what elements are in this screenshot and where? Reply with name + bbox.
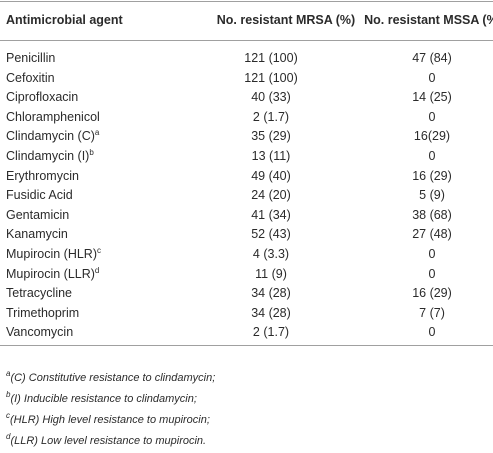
mrsa-cell: 40 (33) bbox=[251, 90, 291, 105]
footnote: b(I) Inducible resistance to clindamycin… bbox=[6, 390, 197, 406]
agent-name: Vancomycin bbox=[6, 325, 74, 340]
agent-cell: Vancomycin bbox=[6, 325, 73, 339]
mssa-cell: 0 bbox=[428, 149, 436, 163]
footnote-text: (C) Constitutive resistance to clindamyc… bbox=[10, 372, 216, 384]
mrsa-cell: 35 (29) bbox=[251, 129, 291, 144]
mssa-cell: 16(29) bbox=[413, 129, 451, 144]
agent-cell: Chloramphenicol bbox=[6, 110, 100, 124]
agent-name: Erythromycin bbox=[6, 168, 79, 183]
footnote-mark: c bbox=[6, 411, 10, 420]
agent-name: Ciprofloxacin bbox=[6, 90, 79, 105]
agent-name: Tetracycline bbox=[6, 286, 72, 301]
footnote-mark: b bbox=[6, 390, 11, 399]
mssa-cell: 0 bbox=[428, 109, 436, 124]
header-rule bbox=[0, 40, 493, 41]
mssa-cell: 16 (29) bbox=[412, 168, 452, 183]
agent-cell: Clindamycin (I)b bbox=[6, 148, 94, 164]
agent-cell: Clindamycin (C)a bbox=[6, 128, 100, 144]
mrsa-cell: 11 (9) bbox=[255, 266, 287, 281]
agent-cell: Ciprofloxacin bbox=[6, 90, 78, 104]
agent-cell: Penicillin bbox=[6, 51, 55, 65]
agent-cell: Erythromycin bbox=[6, 169, 79, 183]
agent-cell: Mupirocin (HLR)c bbox=[6, 246, 101, 262]
mssa-cell: 14 (25) bbox=[412, 90, 452, 105]
mrsa-cell: 41 (34) bbox=[251, 207, 291, 222]
mssa-cell: 0 bbox=[428, 70, 436, 85]
agent-cell: Tetracycline bbox=[6, 286, 72, 300]
mrsa-cell: 13 (11) bbox=[251, 149, 291, 163]
mrsa-cell: 52 (43) bbox=[251, 227, 291, 242]
mssa-cell: 0 bbox=[428, 247, 436, 261]
mrsa-cell: 49 (40) bbox=[251, 168, 291, 183]
header-cell: No. resistant MSSA (%) bbox=[364, 13, 493, 27]
footnote-mark: c bbox=[97, 246, 101, 255]
header-cell: Antimicrobial agent bbox=[6, 13, 123, 27]
footnote-text: (I) Inducible resistance to clindamycin; bbox=[10, 393, 197, 405]
mrsa-cell: 24 (20) bbox=[251, 188, 291, 203]
footnote: c(HLR) High level resistance to mupiroci… bbox=[6, 411, 210, 427]
agent-cell: Trimethoprim bbox=[6, 306, 79, 320]
agent-name: Clindamycin (I) bbox=[6, 149, 90, 163]
footnote-text: (LLR) Low level resistance to mupirocin. bbox=[10, 435, 207, 447]
mssa-cell: 5 (9) bbox=[419, 188, 445, 203]
agent-cell: Kanamycin bbox=[6, 227, 68, 241]
footnote-mark: d bbox=[94, 265, 100, 275]
agent-name: Chloramphenicol bbox=[6, 109, 100, 124]
bottom-rule bbox=[0, 345, 493, 346]
agent-cell: Gentamicin bbox=[6, 208, 69, 222]
agent-cell: Mupirocin (LLR)d bbox=[6, 265, 100, 281]
agent-name: Cefoxitin bbox=[6, 70, 55, 85]
mrsa-cell: 2 (1.7) bbox=[252, 325, 290, 340]
mrsa-cell: 2 (1.7) bbox=[252, 109, 290, 124]
footnote-mark: b bbox=[89, 148, 94, 157]
agent-cell: Fusidic Acid bbox=[6, 188, 73, 202]
mssa-cell: 27 (48) bbox=[412, 227, 452, 242]
mssa-cell: 47 (84) bbox=[412, 51, 452, 65]
mrsa-cell: 4 (3.3) bbox=[252, 247, 290, 261]
footnote-mark: a bbox=[94, 128, 100, 138]
mrsa-cell: 121 (100) bbox=[244, 70, 298, 85]
mssa-cell: 0 bbox=[428, 266, 436, 281]
agent-name: Kanamycin bbox=[6, 227, 68, 242]
mssa-cell: 16 (29) bbox=[412, 286, 452, 301]
agent-name: Clindamycin (C) bbox=[6, 129, 95, 144]
footnote: d(LLR) Low level resistance to mupirocin… bbox=[6, 432, 207, 448]
footnote-text: (HLR) High level resistance to mupirocin… bbox=[10, 414, 210, 426]
agent-name: Fusidic Acid bbox=[6, 188, 73, 203]
agent-name: Gentamicin bbox=[6, 207, 70, 222]
mrsa-cell: 121 (100) bbox=[244, 51, 298, 65]
header-cell: No. resistant MRSA (%) bbox=[216, 13, 356, 27]
agent-name: Mupirocin (HLR) bbox=[6, 247, 97, 261]
top-rule bbox=[0, 1, 493, 2]
mrsa-cell: 34 (28) bbox=[251, 286, 291, 301]
footnote-mark: a bbox=[6, 369, 11, 378]
agent-cell: Cefoxitin bbox=[6, 71, 55, 85]
agent-name: Mupirocin (LLR) bbox=[6, 266, 95, 281]
footnote: a(C) Constitutive resistance to clindamy… bbox=[6, 369, 216, 385]
mrsa-cell: 34 (28) bbox=[251, 305, 291, 320]
mssa-cell: 0 bbox=[428, 325, 436, 340]
agent-name: Trimethoprim bbox=[6, 305, 80, 320]
agent-name: Penicillin bbox=[6, 51, 56, 65]
mssa-cell: 7 (7) bbox=[419, 305, 445, 320]
mssa-cell: 38 (68) bbox=[412, 207, 452, 222]
footnote-mark: d bbox=[6, 432, 11, 441]
